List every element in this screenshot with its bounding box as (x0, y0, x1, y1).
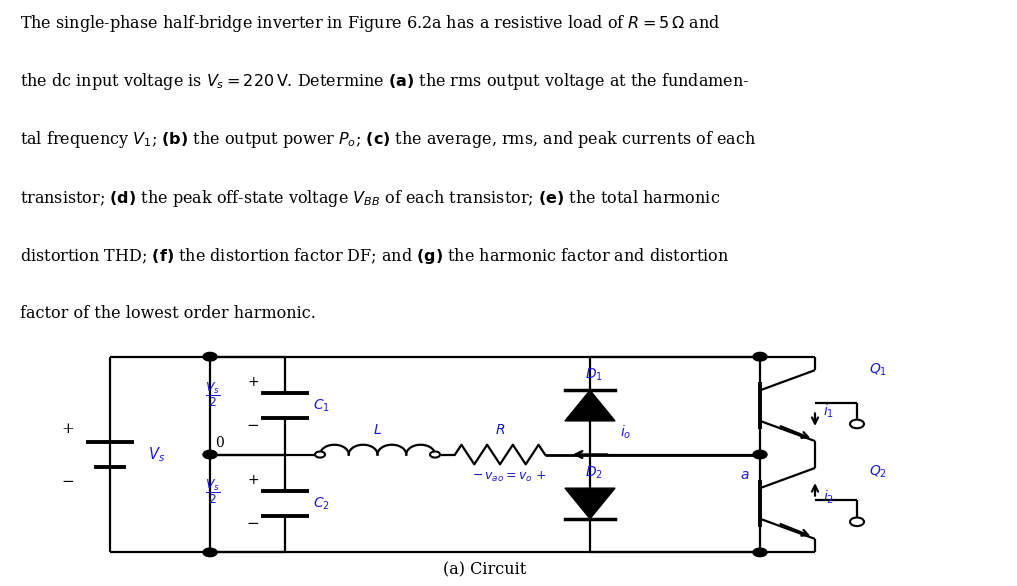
Text: $i_2$: $i_2$ (823, 489, 834, 506)
Polygon shape (565, 488, 615, 519)
Circle shape (753, 450, 767, 459)
Text: the dc input voltage is $V_s = 220\,\text{V}$. Determine $\mathbf{(a)}$ the rms : the dc input voltage is $V_s = 220\,\tex… (20, 71, 750, 92)
Circle shape (203, 450, 217, 459)
Circle shape (850, 420, 864, 428)
Text: $C_2$: $C_2$ (313, 495, 330, 512)
Text: $a$: $a$ (740, 468, 750, 482)
Text: $V_s$: $V_s$ (148, 445, 165, 464)
Circle shape (850, 517, 864, 526)
Text: $D_1$: $D_1$ (585, 367, 603, 383)
Circle shape (753, 352, 767, 361)
Text: $\dfrac{V_s}{2}$: $\dfrac{V_s}{2}$ (205, 478, 221, 506)
Text: (a) Circuit: (a) Circuit (443, 561, 527, 578)
Text: $+$: $+$ (247, 376, 259, 389)
Text: $i_1$: $i_1$ (823, 403, 834, 420)
Text: $\dfrac{V_s}{2}$: $\dfrac{V_s}{2}$ (205, 380, 221, 408)
Text: The single-phase half-bridge inverter in Figure 6.2a has a resistive load of $R : The single-phase half-bridge inverter in… (20, 12, 721, 33)
Text: $-$: $-$ (61, 473, 74, 487)
Text: $D_2$: $D_2$ (585, 465, 603, 481)
Text: +: + (62, 422, 74, 436)
Text: $L$: $L$ (373, 424, 382, 437)
Circle shape (430, 451, 440, 458)
Polygon shape (565, 390, 615, 421)
Circle shape (203, 352, 217, 361)
Circle shape (203, 548, 217, 557)
Text: $Q_1$: $Q_1$ (869, 362, 887, 378)
Text: $-$: $-$ (246, 417, 259, 431)
Text: $C_1$: $C_1$ (313, 397, 330, 414)
Text: transistor; $\mathbf{(d)}$ the peak off-state voltage $V_{BB}$ of each transisto: transistor; $\mathbf{(d)}$ the peak off-… (20, 188, 721, 209)
Text: $-$: $-$ (246, 515, 259, 529)
Text: $R$: $R$ (495, 424, 505, 437)
Text: factor of the lowest order harmonic.: factor of the lowest order harmonic. (20, 305, 316, 322)
Text: $+$: $+$ (247, 473, 259, 487)
Text: 0: 0 (215, 435, 224, 449)
Text: distortion THD; $\mathbf{(f)}$ the distortion factor DF; and $\mathbf{(g)}$ the : distortion THD; $\mathbf{(f)}$ the disto… (20, 246, 730, 267)
Text: $Q_2$: $Q_2$ (869, 464, 887, 480)
Text: tal frequency $V_1$; $\mathbf{(b)}$ the output power $P_o$; $\mathbf{(c)}$ the a: tal frequency $V_1$; $\mathbf{(b)}$ the … (20, 130, 757, 151)
Circle shape (315, 451, 325, 458)
Text: $-\,v_{ao} = v_o\,+$: $-\,v_{ao} = v_o\,+$ (473, 470, 547, 484)
Text: $i_o$: $i_o$ (620, 424, 632, 441)
Circle shape (753, 548, 767, 557)
